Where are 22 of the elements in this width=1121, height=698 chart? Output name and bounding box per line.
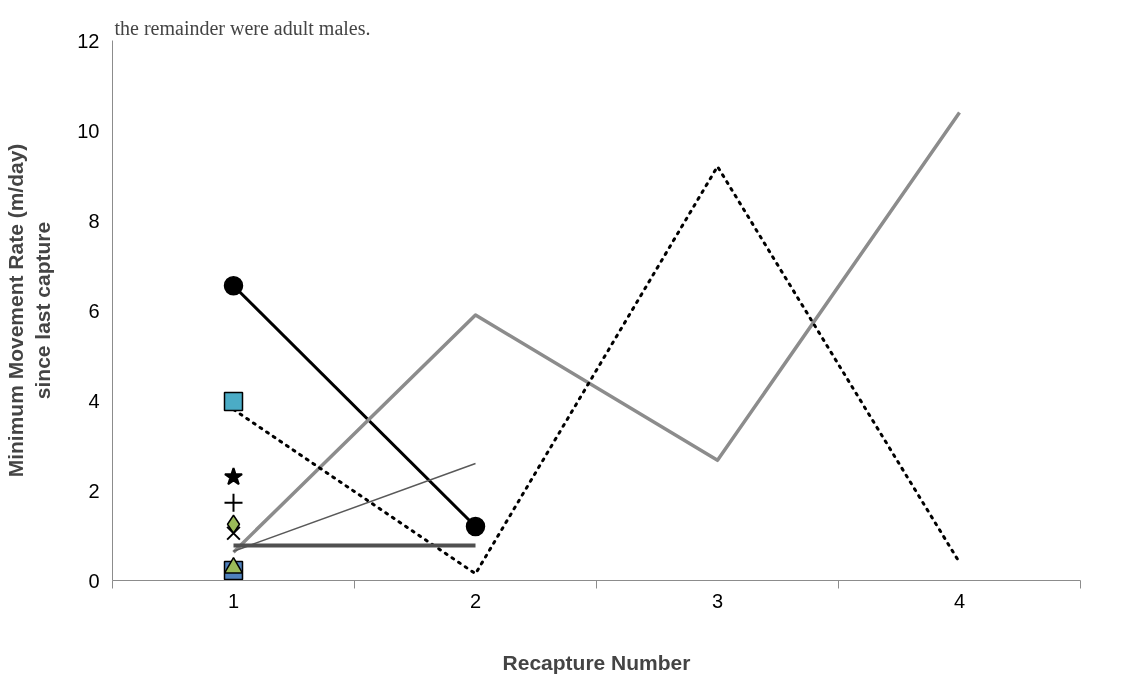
point xyxy=(223,467,244,486)
y-tick-label: 10 xyxy=(77,119,100,142)
y-tick-label: 4 xyxy=(88,389,100,412)
point xyxy=(223,276,244,296)
x-tick-label: 1 xyxy=(227,589,240,612)
point xyxy=(223,492,244,513)
y-axis-title: Minimum Movement Rate (m/day) since last capture xyxy=(3,143,55,478)
y-tick-label: 6 xyxy=(88,299,100,322)
point xyxy=(465,516,486,537)
point xyxy=(223,391,244,412)
y-tick-label: 12 xyxy=(77,29,100,52)
text: the remainder were adult males. xyxy=(114,16,371,39)
x-axis-title: Recapture Number xyxy=(502,650,691,674)
y-tick-label: 8 xyxy=(88,209,100,232)
y-tick-label: 2 xyxy=(88,479,100,502)
point xyxy=(226,514,241,534)
x-tick-label: 4 xyxy=(953,589,966,612)
point xyxy=(226,525,241,541)
line-series xyxy=(231,110,962,554)
y-tick-label: 0 xyxy=(88,569,100,592)
x-tick-label: 3 xyxy=(711,589,724,612)
x-tick-label: 2 xyxy=(469,589,482,612)
